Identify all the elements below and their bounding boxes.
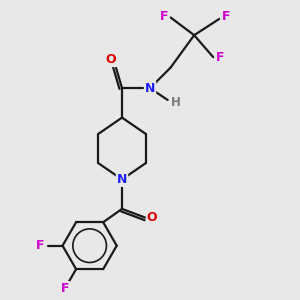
Text: F: F [160, 10, 168, 22]
Text: F: F [36, 239, 44, 252]
Text: H: H [171, 96, 181, 110]
Text: O: O [147, 211, 158, 224]
Text: N: N [117, 173, 127, 186]
Text: F: F [221, 11, 230, 23]
Text: F: F [215, 51, 224, 64]
Text: O: O [106, 53, 116, 66]
Text: N: N [145, 82, 155, 95]
Text: F: F [61, 282, 69, 295]
